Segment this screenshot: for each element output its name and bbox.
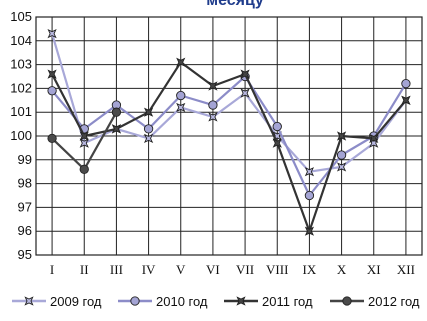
x-tick-label: V [176,262,186,277]
data-point [304,190,315,201]
data-point [176,57,186,67]
x-tick-label: XII [397,262,415,277]
chart-title: месяцу [206,0,264,9]
series-line-1 [51,33,407,173]
y-tick-label: 97 [18,199,32,214]
data-point [240,69,250,79]
data-point [336,150,347,160]
data-point [272,121,282,132]
x-tick-label: II [80,262,89,277]
data-point [208,81,218,91]
legend-marker [130,296,140,306]
data-point [272,138,282,148]
data-point [208,100,218,110]
legend-marker [236,296,246,306]
legend-label: 2009 год [50,294,102,309]
data-point [304,226,315,236]
legend-label: 2010 год [156,294,208,309]
data-point [47,86,57,96]
y-tick-label: 104 [10,33,32,48]
data-point [336,162,347,172]
data-point [47,133,57,144]
data-point [79,131,89,141]
data-point [401,78,411,89]
y-tick-label: 99 [18,152,32,167]
data-point [143,124,154,134]
data-point [336,131,347,141]
legend-label: 2011 год [262,294,313,309]
x-tick-label: IV [142,262,156,277]
data-point [111,107,122,117]
series-line-2 [51,75,407,197]
data-point [47,29,57,39]
series-line-3 [51,61,407,233]
data-point [143,133,154,143]
x-tick-label: III [110,262,123,277]
y-tick-label: 98 [18,176,32,191]
data-point [47,69,57,79]
data-point [240,88,250,98]
data-point [79,164,89,174]
data-point [176,102,186,113]
y-tick-label: 105 [10,9,32,24]
x-tick-label: VIII [266,262,288,277]
x-tick-label: I [50,262,54,277]
y-tick-label: 102 [10,80,32,95]
y-tick-label: 101 [10,104,32,119]
data-point [176,90,186,101]
data-point [401,95,411,105]
legend-marker [342,296,352,306]
data-point [111,124,122,134]
x-tick-label: XI [367,262,381,277]
y-tick-label: 95 [18,247,32,262]
legend-marker [24,296,34,306]
x-tick-label: VI [206,262,220,277]
y-tick-label: 96 [18,223,32,238]
x-tick-label: IX [303,262,317,277]
data-point [143,107,154,117]
data-point [304,167,315,177]
x-tick-label: X [337,262,347,277]
data-point [208,112,218,122]
y-tick-label: 100 [10,128,32,143]
legend-label: 2012 год [368,294,420,309]
y-tick-label: 103 [10,57,32,72]
x-tick-label: VII [236,262,254,277]
data-point [369,133,379,143]
